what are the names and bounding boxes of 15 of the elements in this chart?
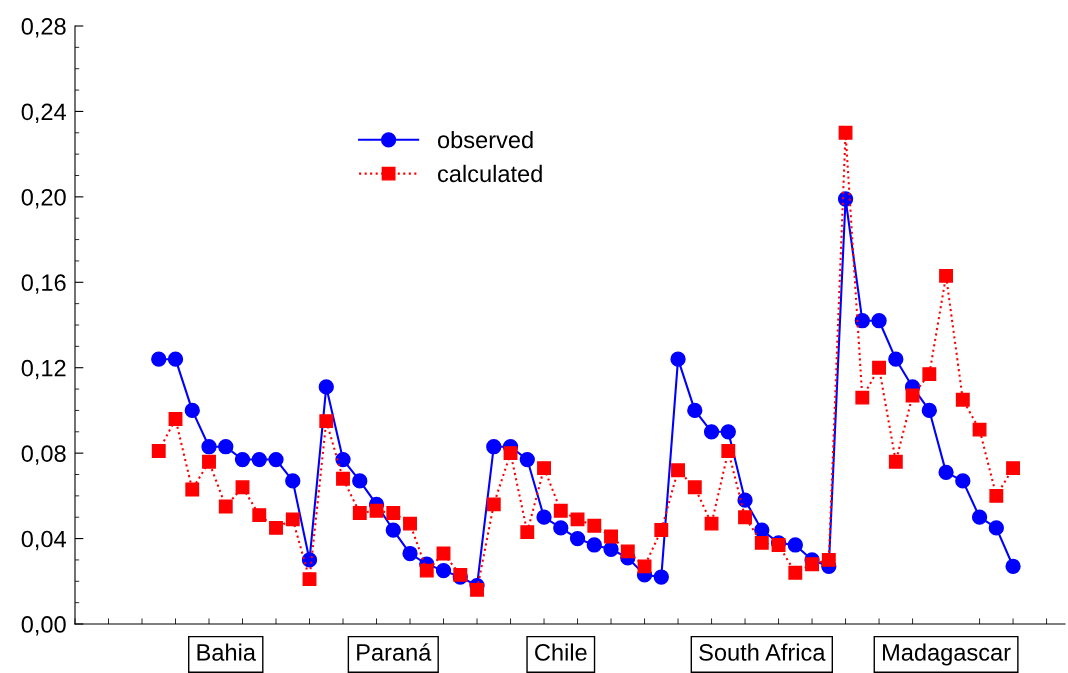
y-tick-label: 0,12 — [21, 359, 66, 380]
y-tick-label: 0,08 — [21, 445, 66, 465]
x-tick-label: South Africa — [699, 643, 826, 661]
x-tick-label: Bahia — [197, 643, 256, 661]
y-tick-label: 0,04 — [21, 530, 66, 551]
y-tick-label: 0,20 — [21, 188, 66, 209]
x-tick-label: Chile — [535, 643, 587, 661]
y-tick-label: 0,24 — [21, 103, 66, 124]
y-tick-label: 0,28 — [21, 18, 66, 38]
y-tick-label: 0,16 — [21, 274, 66, 294]
legend-label: observed — [437, 130, 533, 149]
legend-label: calculated — [438, 164, 542, 183]
x-tick-label: Madagascar — [883, 643, 1011, 666]
y-tick-label: 0,00 — [21, 616, 66, 636]
x-tick-label: Paraná — [357, 643, 432, 661]
